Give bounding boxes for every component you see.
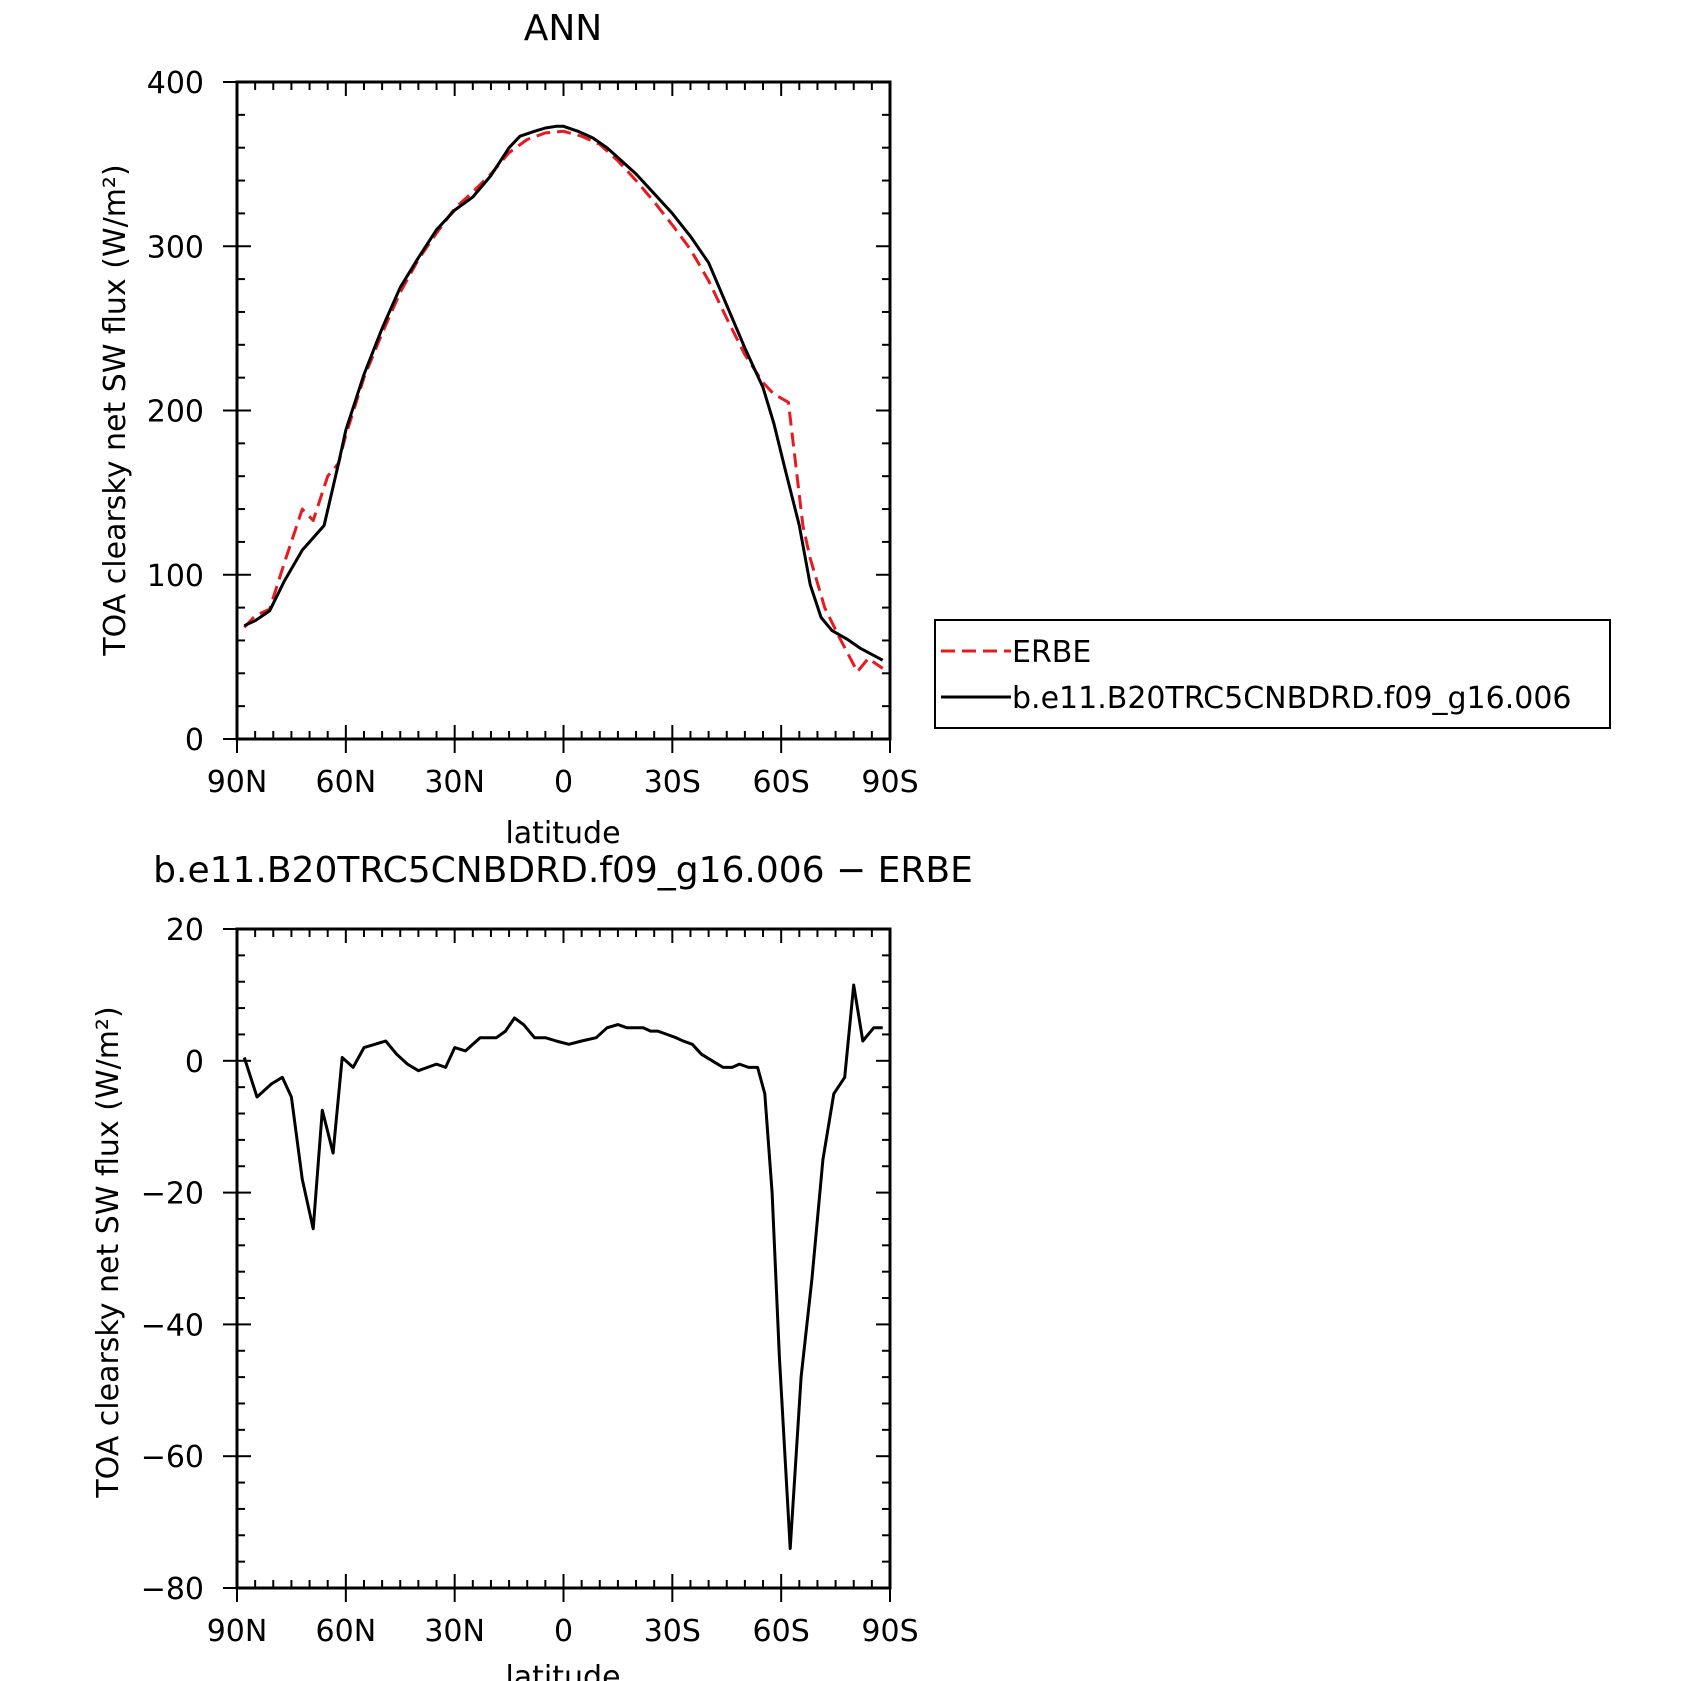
x-tick-label: 90S xyxy=(861,765,918,800)
legend-label-erbe: ERBE xyxy=(1012,635,1091,670)
y-tick-label: −40 xyxy=(141,1308,204,1343)
x-tick-label: 90N xyxy=(207,1614,268,1649)
x-tick-label: 60N xyxy=(316,765,377,800)
x-tick-label: 30S xyxy=(644,1614,701,1649)
plot-frame xyxy=(235,80,892,741)
y-tick-label: −60 xyxy=(141,1440,204,1475)
y-tick-label: −80 xyxy=(141,1572,204,1607)
x-tick-label: 90N xyxy=(207,765,268,800)
series-line-erbe xyxy=(243,129,884,674)
y-tick-label: 400 xyxy=(147,66,204,101)
legend: ERBE b.e11.B20TRC5CNBDRD.f09_g16.006 xyxy=(934,619,1611,729)
y-tick-label: 20 xyxy=(166,913,204,948)
y-axis-label: TOA clearsky net SW flux (W/m²) xyxy=(91,1006,126,1498)
axes: 90N 60N 30N 0 30S 60S 90S 0 100 200 300 400 xyxy=(147,66,919,800)
data-lines xyxy=(242,983,883,1550)
y-tick-label: 0 xyxy=(185,723,204,758)
chart-title: b.e11.B20TRC5CNBDRD.f09_g16.006 − ERBE xyxy=(153,850,973,891)
y-tick-label: 100 xyxy=(147,559,204,594)
y-tick-label: −20 xyxy=(141,1177,204,1212)
x-tick-label: 30N xyxy=(424,1614,485,1649)
x-tick-label: 0 xyxy=(554,1614,573,1649)
legend-box xyxy=(934,619,1611,729)
data-lines xyxy=(243,124,884,674)
series-line-b-e11-b20trc5cnbdrd-f09-g16-006 xyxy=(243,124,884,662)
chart-panel-annual-flux: ANN TOA clearsky net SW flux (W/m²) lati… xyxy=(98,8,919,851)
x-axis-label: latitude xyxy=(505,1660,620,1681)
chart-panel-difference: b.e11.B20TRC5CNBDRD.f09_g16.006 − ERBE T… xyxy=(91,850,973,1681)
x-tick-label: 0 xyxy=(554,765,573,800)
x-tick-label: 60N xyxy=(316,1614,377,1649)
y-tick-label: 300 xyxy=(147,230,204,265)
chart-title: ANN xyxy=(524,8,603,49)
x-axis-label: latitude xyxy=(505,816,620,851)
x-tick-label: 60S xyxy=(753,1614,810,1649)
series-line-difference-0 xyxy=(242,983,883,1550)
x-tick-label: 60S xyxy=(753,765,810,800)
y-tick-label: 200 xyxy=(147,395,204,430)
y-tick-label: 0 xyxy=(185,1045,204,1080)
x-tick-label: 30S xyxy=(644,765,701,800)
axes: 90N 60N 30N 0 30S 60S 90S −80 −60 −40 −20 0 20 xyxy=(141,913,919,1649)
x-tick-label: 30N xyxy=(424,765,485,800)
y-axis-label: TOA clearsky net SW flux (W/m²) xyxy=(98,164,133,656)
plot-frame xyxy=(235,927,892,1590)
legend-label-model: b.e11.B20TRC5CNBDRD.f09_g16.006 xyxy=(1012,681,1572,716)
x-tick-label: 90S xyxy=(861,1614,918,1649)
